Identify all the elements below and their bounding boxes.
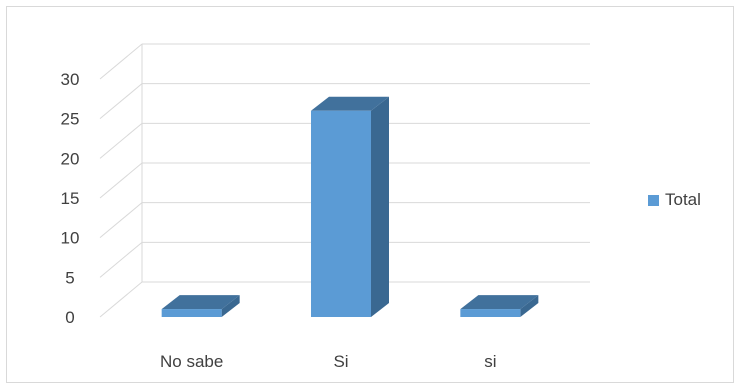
y-tick-label: 15: [61, 189, 80, 208]
gridline-side: [99, 281, 143, 318]
y-tick-label: 10: [61, 229, 80, 248]
gridline-side: [99, 202, 143, 239]
y-tick-label: 30: [61, 70, 80, 89]
bar-side: [520, 295, 539, 317]
bar-top: [311, 96, 389, 111]
x-category-label: No sabe: [160, 352, 223, 371]
bar-top: [460, 295, 539, 310]
y-tick-label: 25: [61, 110, 80, 129]
x-category-label: si: [484, 352, 496, 371]
y-tick-label: 20: [61, 149, 80, 168]
legend: Total: [648, 190, 701, 210]
bar-side: [221, 295, 240, 317]
gridline-side: [99, 43, 143, 80]
legend-swatch-total: [648, 194, 659, 206]
gridline-side: [99, 83, 143, 120]
y-tick-label: 0: [65, 308, 74, 327]
gridline-side: [99, 241, 143, 278]
y-tick-label: 5: [65, 268, 74, 287]
bar: [311, 110, 371, 317]
bar: [460, 309, 521, 317]
gridline-side: [99, 162, 143, 199]
bar-top: [161, 295, 240, 310]
gridline-side: [99, 122, 143, 159]
bar-side: [371, 96, 389, 317]
legend-label-total: Total: [665, 190, 701, 209]
bar: [161, 309, 222, 317]
x-category-label: Si: [333, 352, 348, 371]
